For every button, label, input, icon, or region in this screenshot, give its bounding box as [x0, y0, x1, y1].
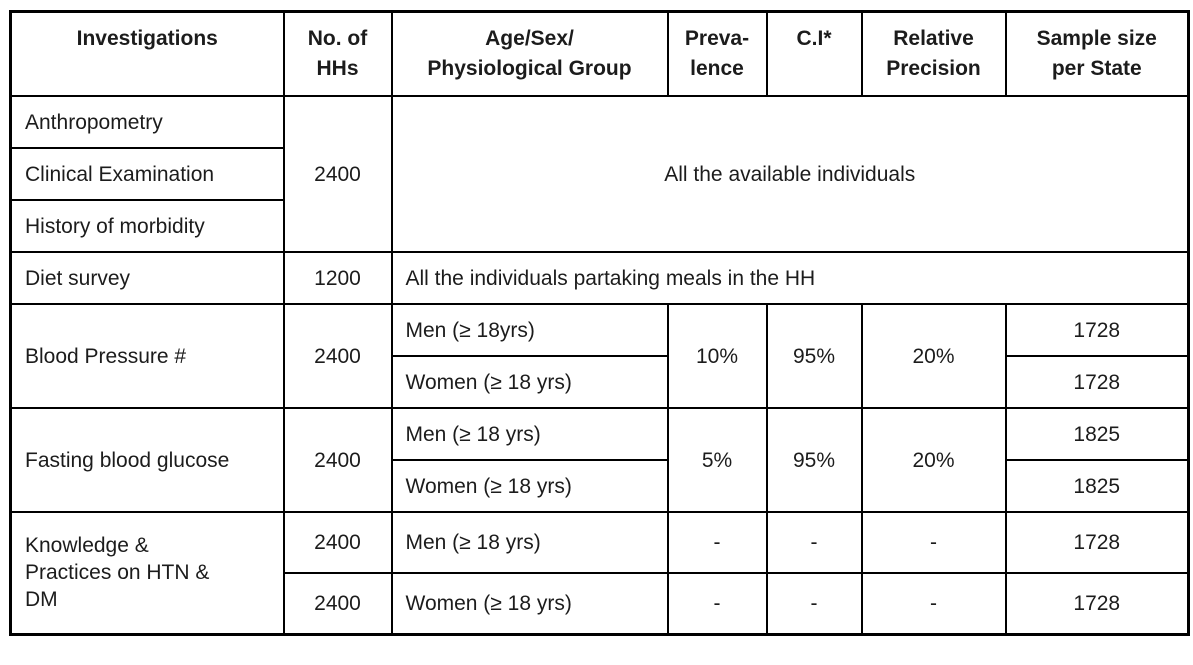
cell-kp-men-group: Men (≥ 18 yrs) [390, 511, 669, 574]
table-row: Diet survey 1200 All the individuals par… [9, 251, 1190, 305]
cell-hhs-kp-men: 2400 [282, 511, 393, 574]
cell-hhs-diet-survey: 1200 [282, 251, 393, 305]
cell-kp-men-relative-precision: - [860, 511, 1007, 574]
cell-fasting-blood-glucose: Fasting blood glucose [9, 407, 285, 513]
cell-fbg-prevalence: 5% [666, 407, 768, 513]
cell-clinical-examination: Clinical Examination [9, 147, 285, 201]
column-header-relative-precision: Relative Precision [860, 10, 1007, 97]
cell-hhs-anthropometry-group: 2400 [282, 95, 393, 253]
cell-hhs-blood-pressure: 2400 [282, 303, 393, 409]
cell-kp-men-prevalence: - [666, 511, 768, 574]
cell-diet-coverage-note: All the individuals partaking meals in t… [390, 251, 1190, 305]
cell-fbg-men-sample-size: 1825 [1004, 407, 1190, 461]
cell-history-of-morbidity: History of morbidity [9, 199, 285, 253]
cell-bp-prevalence: 10% [666, 303, 768, 409]
cell-kp-men-ci: - [765, 511, 863, 574]
header-row: Investigations No. of HHs Age/Sex/ Physi… [9, 10, 1190, 97]
cell-diet-survey: Diet survey [9, 251, 285, 305]
cell-bp-men-sample-size: 1728 [1004, 303, 1190, 357]
table-row: Women (≥ 18 yrs) 1728 [11, 355, 1190, 409]
cell-bp-women-sample-size: 1728 [1004, 355, 1190, 409]
cell-bp-men-group: Men (≥ 18yrs) [390, 303, 669, 357]
cell-knowledge-practices: Knowledge & Practices on HTN & DM [9, 511, 285, 635]
column-header-no-of-hhs: No. of HHs [282, 10, 393, 97]
cell-bp-relative-precision: 20% [860, 303, 1007, 409]
column-header-age-sex-group: Age/Sex/ Physiological Group [390, 10, 669, 97]
cell-hhs-kp-women: 2400 [282, 572, 393, 635]
table-row: Clinical Examination [9, 147, 1189, 201]
cell-anthropometry: Anthropometry [9, 95, 285, 149]
cell-bp-ci: 95% [765, 303, 863, 409]
column-header-ci: C.I* [765, 10, 863, 97]
table-row: Anthropometry 2400 All the available ind… [9, 95, 1190, 253]
cell-kp-women-relative-precision: - [860, 572, 1007, 635]
cell-bp-women-group: Women (≥ 18 yrs) [390, 355, 669, 409]
cell-fbg-relative-precision: 20% [860, 407, 1007, 513]
cell-all-available-individuals: All the available individuals [390, 95, 1190, 253]
cell-fbg-women-group: Women (≥ 18 yrs) [390, 459, 669, 513]
column-header-investigations: Investigations [9, 10, 285, 97]
cell-kp-women-ci: - [765, 572, 863, 635]
survey-sampling-table: Investigations No. of HHs Age/Sex/ Physi… [9, 10, 1190, 636]
cell-kp-women-prevalence: - [666, 572, 768, 635]
table-row: Women (≥ 18 yrs) 1825 [11, 459, 1190, 513]
column-header-sample-size: Sample size per State [1004, 10, 1190, 97]
cell-kp-men-sample-size: 1728 [1004, 511, 1190, 574]
cell-fbg-women-sample-size: 1825 [1004, 459, 1190, 513]
cell-fbg-ci: 95% [765, 407, 863, 513]
column-header-prevalence: Preva- lence [666, 10, 768, 97]
cell-kp-women-sample-size: 1728 [1004, 572, 1190, 635]
table-row: Knowledge & Practices on HTN & DM 2400 M… [9, 511, 1190, 635]
table-row: Blood Pressure # 2400 Men (≥ 18yrs) 10% … [9, 303, 1190, 409]
cell-kp-women-group: Women (≥ 18 yrs) [390, 572, 669, 635]
cell-fbg-men-group: Men (≥ 18 yrs) [390, 407, 669, 461]
cell-blood-pressure: Blood Pressure # [9, 303, 285, 409]
table-row: History of morbidity [9, 199, 1189, 253]
table-row: Fasting blood glucose 2400 Men (≥ 18 yrs… [9, 407, 1190, 513]
table-row: 2400 Women (≥ 18 yrs) - - - 1728 [11, 572, 1190, 635]
cell-hhs-fasting-blood-glucose: 2400 [282, 407, 393, 513]
